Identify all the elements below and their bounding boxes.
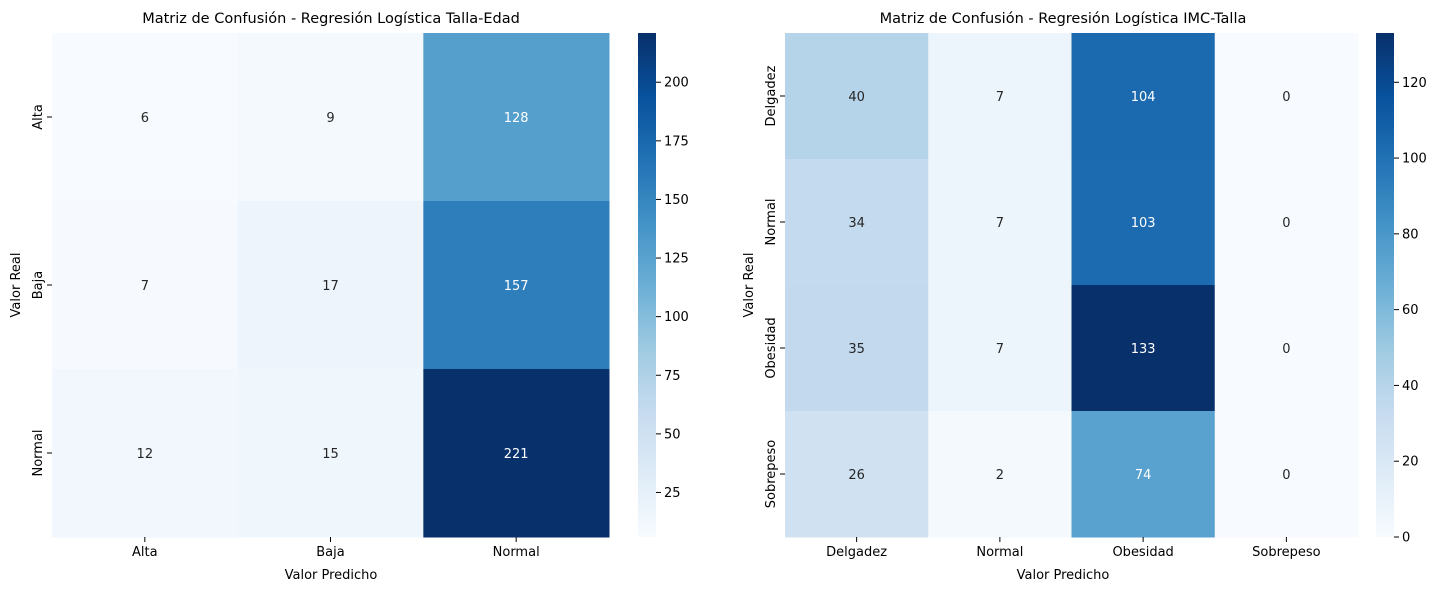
cell-value-label: 2 <box>996 468 1004 483</box>
chart-title: Matriz de Confusión - Regresión Logístic… <box>142 11 520 27</box>
cell-value-label: 0 <box>1282 468 1290 483</box>
colorbar-tick-label: 75 <box>664 369 681 384</box>
x-tick-label: Obesidad <box>1112 545 1173 560</box>
heatmap-cell <box>928 33 1072 160</box>
y-tick-label: Normal <box>31 429 46 476</box>
heatmap-cell <box>1214 33 1359 160</box>
x-tick-label: Alta <box>132 545 158 560</box>
y-tick-labels: Delgadez Normal Obesidad Sobrepeso <box>764 65 785 508</box>
y-tick-label: Delgadez <box>764 65 779 126</box>
cell-value-label: 9 <box>326 111 334 126</box>
colorbar-tick-label: 200 <box>664 76 689 91</box>
colorbar-ticks: 25 50 75 100 125 150 175 200 <box>656 76 689 501</box>
x-tick-label: Normal <box>493 545 540 560</box>
heatmap-cell <box>785 33 929 160</box>
cell-value-label: 7 <box>996 90 1004 105</box>
colorbar-tick-label: 0 <box>1402 531 1410 546</box>
cell-value-label: 35 <box>848 342 865 357</box>
heatmap-cell <box>1071 33 1216 160</box>
colorbar-tick-label: 100 <box>664 310 689 325</box>
heatmap-cell <box>52 33 239 202</box>
cell-value-label: 7 <box>141 279 149 294</box>
colorbar-tick-label: 150 <box>664 193 689 208</box>
colorbar-tick-label: 175 <box>664 134 689 149</box>
cell-value-label: 157 <box>504 279 529 294</box>
y-axis-label: Valor Real <box>742 253 757 318</box>
cell-value-label: 0 <box>1282 90 1290 105</box>
cell-value-label: 26 <box>848 468 865 483</box>
cell-value-label: 74 <box>1135 468 1152 483</box>
heatmap-cell <box>52 201 239 370</box>
cell-value-label: 40 <box>848 90 865 105</box>
cell-value-label: 0 <box>1282 216 1290 231</box>
y-tick-label: Sobrepeso <box>764 440 779 509</box>
heatmap-imc-talla: Matriz de Confusión - Regresión Logístic… <box>742 11 1427 583</box>
cell-value-label: 7 <box>996 216 1004 231</box>
colorbar <box>1376 33 1394 537</box>
x-tick-label: Baja <box>316 545 344 560</box>
y-axis-label: Valor Real <box>9 253 24 318</box>
colorbar <box>638 33 656 537</box>
heatmap-cell <box>52 369 239 538</box>
cell-value-label: 0 <box>1282 342 1290 357</box>
heatmap-cell <box>1214 285 1359 412</box>
heatmap-cell <box>785 411 929 538</box>
x-tick-label: Sobrepeso <box>1252 545 1321 560</box>
cell-value-label: 17 <box>322 279 339 294</box>
heatmap-cell <box>423 201 610 370</box>
cell-value-label: 221 <box>504 447 529 462</box>
x-tick-labels: Delgadez Normal Obesidad Sobrepeso <box>826 537 1321 560</box>
heatmap-cell <box>1071 411 1216 538</box>
heatmap-cell <box>1071 159 1216 286</box>
cell-value-label: 104 <box>1131 90 1156 105</box>
heatmap-cell <box>928 285 1072 412</box>
heatmap-cell <box>237 369 424 538</box>
cell-value-label: 6 <box>141 111 149 126</box>
colorbar-ticks: 0 20 40 60 80 100 120 <box>1394 76 1427 546</box>
cell-value-label: 103 <box>1131 216 1156 231</box>
colorbar-tick-label: 100 <box>1402 152 1427 167</box>
chart-title: Matriz de Confusión - Regresión Logístic… <box>880 11 1247 27</box>
colorbar-tick-label: 60 <box>1402 303 1419 318</box>
heatmap-cell <box>928 159 1072 286</box>
x-tick-labels: Alta Baja Normal <box>132 537 540 560</box>
colorbar-tick-label: 20 <box>1402 455 1419 470</box>
colorbar-tick-label: 40 <box>1402 379 1419 394</box>
colorbar-tick-label: 50 <box>664 427 681 442</box>
heatmap-cells: 40 7 104 0 34 7 103 0 35 7 133 0 26 2 74 0 <box>785 33 1359 538</box>
heatmap-cell <box>1071 285 1216 412</box>
heatmap-cells: 6 9 128 7 17 157 12 15 221 <box>52 33 610 538</box>
colorbar-tick-label: 80 <box>1402 227 1419 242</box>
x-axis-label: Valor Predicho <box>1017 568 1110 583</box>
colorbar-tick-label: 25 <box>664 486 681 501</box>
heatmap-cell <box>1214 411 1359 538</box>
heatmap-cell <box>423 33 610 202</box>
colorbar-tick-label: 120 <box>1402 76 1427 91</box>
x-axis-label: Valor Predicho <box>285 568 378 583</box>
y-tick-label: Obesidad <box>764 317 779 378</box>
cell-value-label: 133 <box>1131 342 1156 357</box>
heatmap-cell <box>785 159 929 286</box>
heatmap-cell <box>785 285 929 412</box>
heatmap-cell <box>1214 159 1359 286</box>
colorbar-tick-label: 125 <box>664 252 689 267</box>
cell-value-label: 7 <box>996 342 1004 357</box>
y-tick-label: Alta <box>31 104 46 130</box>
cell-value-label: 15 <box>322 447 339 462</box>
heatmap-cell <box>237 33 424 202</box>
heatmap-cell <box>237 201 424 370</box>
cell-value-label: 12 <box>137 447 154 462</box>
y-tick-labels: Alta Baja Normal <box>31 104 52 477</box>
x-tick-label: Delgadez <box>826 545 887 560</box>
y-tick-label: Normal <box>764 198 779 245</box>
cell-value-label: 34 <box>848 216 865 231</box>
y-tick-label: Baja <box>31 271 46 299</box>
x-tick-label: Normal <box>976 545 1023 560</box>
heatmap-talla-edad: Matriz de Confusión - Regresión Logístic… <box>9 11 689 583</box>
heatmap-cell <box>928 411 1072 538</box>
cell-value-label: 128 <box>504 111 529 126</box>
heatmap-cell <box>423 369 610 538</box>
